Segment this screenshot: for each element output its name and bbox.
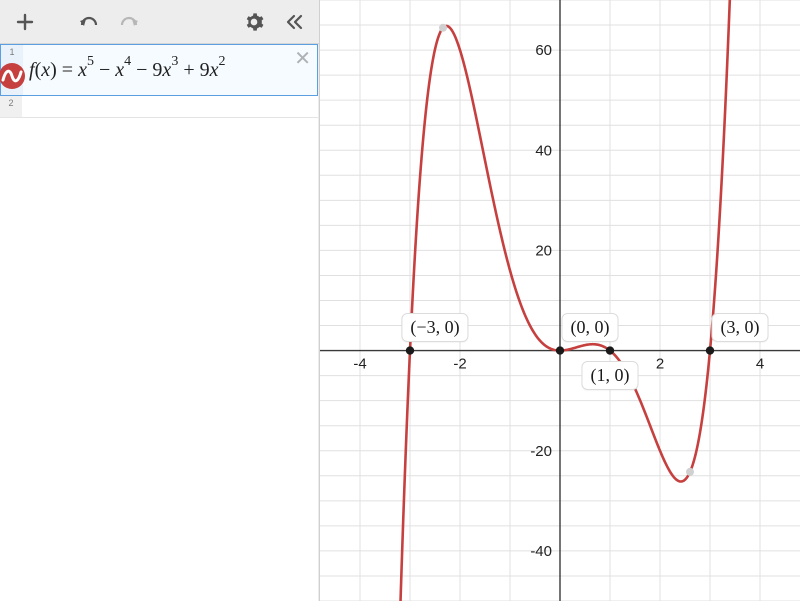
toolbar	[0, 0, 319, 44]
add-expression-button[interactable]	[6, 3, 44, 41]
svg-text:-4: -4	[353, 356, 366, 373]
expression-panel: 1 f(x) = x5 − x4 − 9x3 + 9x2 ✕ 2	[0, 0, 320, 601]
svg-text:-2: -2	[453, 356, 466, 373]
svg-text:-40: -40	[530, 543, 552, 560]
svg-text:20: 20	[535, 242, 552, 259]
delete-expression-button[interactable]: ✕	[294, 49, 311, 69]
expression-index-col: 2	[0, 96, 22, 117]
expression-content[interactable]	[22, 96, 318, 117]
expression-list: 1 f(x) = x5 − x4 − 9x3 + 9x2 ✕ 2	[0, 44, 319, 601]
row-index: 2	[8, 98, 13, 108]
chevron-left-double-icon	[284, 13, 304, 31]
settings-button[interactable]	[235, 3, 273, 41]
svg-text:4: 4	[756, 356, 764, 373]
redo-button[interactable]	[110, 3, 148, 41]
graph-svg: -4 -2 2 4 -40 -20 20 40 60	[320, 0, 800, 601]
collapse-panel-button[interactable]	[275, 3, 313, 41]
expression-row[interactable]: 1 f(x) = x5 − x4 − 9x3 + 9x2 ✕	[0, 44, 318, 96]
point-label[interactable]: (0, 0)	[562, 313, 619, 342]
expression-index-col: 1	[1, 45, 23, 95]
point-label[interactable]: (−3, 0)	[401, 313, 468, 342]
undo-button[interactable]	[70, 3, 108, 41]
redo-icon	[118, 13, 140, 31]
undo-icon	[78, 13, 100, 31]
svg-text:40: 40	[535, 142, 552, 159]
expression-content[interactable]: f(x) = x5 − x4 − 9x3 + 9x2	[23, 45, 317, 95]
graph-pane[interactable]: -4 -2 2 4 -40 -20 20 40 60 (−3, 0) (0, 0) (3, 0) (1…	[320, 0, 800, 601]
row-index: 1	[9, 47, 14, 57]
point-label[interactable]: (1, 0)	[582, 361, 639, 390]
point-label[interactable]: (3, 0)	[712, 313, 769, 342]
svg-text:2: 2	[656, 356, 664, 373]
plus-icon	[16, 13, 34, 31]
gear-icon	[244, 12, 264, 32]
svg-text:60: 60	[535, 42, 552, 59]
expression-row[interactable]: 2	[0, 96, 318, 118]
svg-text:-20: -20	[530, 443, 552, 460]
